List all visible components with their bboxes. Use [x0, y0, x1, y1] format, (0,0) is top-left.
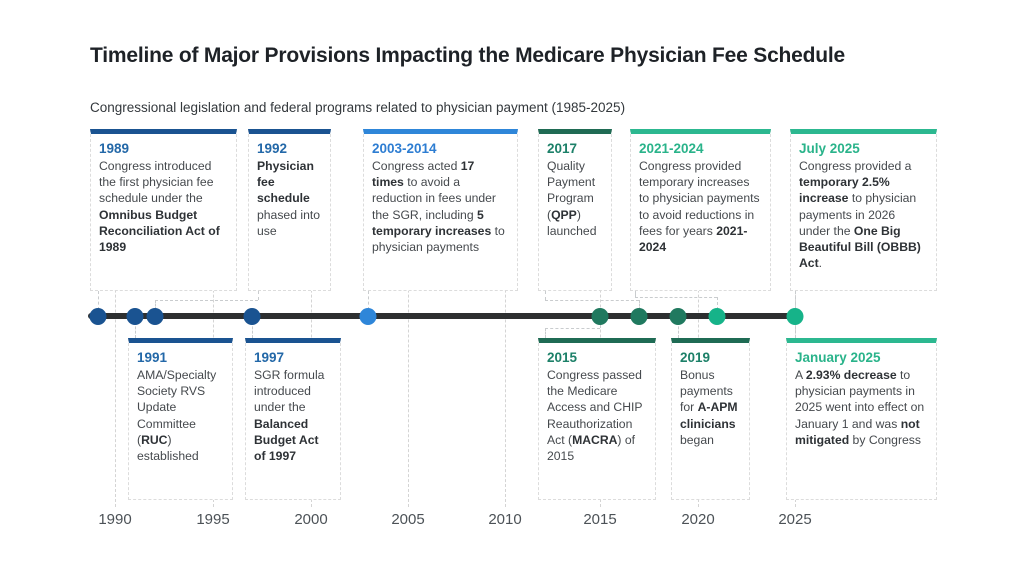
event-year-label: 1992: [257, 141, 288, 156]
connector-2017-drop: [545, 291, 546, 300]
event-year-label: 1997: [254, 350, 285, 365]
event-description: Congress provided a temporary 2.5% incre…: [799, 159, 921, 271]
gridline-2020: [698, 135, 699, 507]
event-card-july-2025: July 2025 Congress provided a temporary …: [790, 129, 937, 291]
event-year-label: 2015: [547, 350, 578, 365]
connector-2003: [368, 291, 369, 310]
event-card-2017: 2017 Quality Payment Program (QPP) launc…: [538, 129, 612, 291]
event-card-2019: 2019 Bonus payments for A-APM clinicians…: [671, 338, 750, 500]
axis-tick-2005: 2005: [391, 511, 425, 528]
axis-tick-2015: 2015: [583, 511, 617, 528]
event-year-label: 2017: [547, 141, 578, 156]
gridline-2010: [505, 135, 506, 507]
connector-2021-rise: [717, 297, 718, 310]
timeline-dot-2003: [359, 308, 377, 325]
axis-tick-1995: 1995: [196, 511, 230, 528]
connector-2017-rise: [639, 300, 640, 310]
connector-january-2025: [795, 322, 796, 338]
connector-2015-rise: [545, 328, 546, 338]
gridline-2000: [311, 135, 312, 507]
timeline-dot-1992: [146, 308, 164, 325]
event-card-january-2025: January 2025 A 2.93% decrease to physici…: [786, 338, 937, 500]
gridline-1990: [115, 135, 116, 507]
event-description: Physician fee schedule phased into use: [257, 159, 321, 238]
event-description: Congress introduced the first physician …: [99, 159, 220, 255]
event-description: Congress acted 17 times to avoid a reduc…: [372, 159, 505, 255]
event-card-2021-2024: 2021-2024 Congress provided temporary in…: [630, 129, 771, 291]
connector-2021-run: [635, 297, 717, 298]
connector-2019: [678, 322, 679, 338]
event-description: Quality Payment Program (QPP) launched: [547, 159, 597, 238]
timeline-dot-2025: [786, 308, 804, 325]
connector-2015-run: [545, 328, 600, 329]
timeline-dot-1997: [243, 308, 261, 325]
connector-2015-drop: [600, 322, 601, 328]
event-description: SGR formula introduced under the Balance…: [254, 368, 325, 464]
connector-1989: [98, 291, 99, 310]
connector-1997: [252, 322, 253, 338]
timeline-dot-2017: [630, 308, 648, 325]
connector-1991: [135, 322, 136, 338]
connector-1992-rise: [155, 300, 156, 310]
event-year-label: 1991: [137, 350, 168, 365]
gridline-2005: [408, 135, 409, 507]
event-year-label: January 2025: [795, 350, 881, 365]
timeline-axis-line: [88, 313, 800, 319]
connector-2021-drop: [635, 291, 636, 297]
timeline-dot-2021: [708, 308, 726, 325]
timeline-dot-2015: [591, 308, 609, 325]
event-year-label: 2019: [680, 350, 711, 365]
event-year-label: 2003-2014: [372, 141, 437, 156]
event-card-2003-2014: 2003-2014 Congress acted 17 times to avo…: [363, 129, 518, 291]
event-year-label: 1989: [99, 141, 130, 156]
page-title: Timeline of Major Provisions Impacting t…: [90, 44, 846, 67]
event-year-label: July 2025: [799, 141, 860, 156]
event-card-2015: 2015 Congress passed the Medicare Access…: [538, 338, 656, 500]
event-card-1989: 1989 Congress introduced the first physi…: [90, 129, 237, 291]
connector-1992-run: [155, 300, 258, 301]
event-description: Bonus payments for A-APM clinicians bega…: [680, 368, 738, 447]
axis-tick-2000: 2000: [294, 511, 328, 528]
connector-july-2025: [795, 291, 796, 310]
connector-1992-drop: [258, 291, 259, 300]
connector-2017-run: [545, 300, 639, 301]
event-description: Congress passed the Medicare Access and …: [547, 368, 643, 464]
event-card-1992: 1992 Physician fee schedule phased into …: [248, 129, 331, 291]
timeline-dot-1989: [89, 308, 107, 325]
timeline-dot-1991: [126, 308, 144, 325]
event-card-1991: 1991 AMA/Specialty Society RVS Update Co…: [128, 338, 233, 500]
event-description: A 2.93% decrease to physician payments i…: [795, 368, 925, 447]
page-subtitle: Congressional legislation and federal pr…: [90, 100, 626, 115]
event-description: Congress provided temporary increases to…: [639, 159, 760, 255]
event-year-label: 2021-2024: [639, 141, 704, 156]
axis-tick-2010: 2010: [488, 511, 522, 528]
event-card-1997: 1997 SGR formula introduced under the Ba…: [245, 338, 341, 500]
axis-tick-1990: 1990: [98, 511, 132, 528]
timeline-dot-2019: [669, 308, 687, 325]
gridline-1995: [213, 135, 214, 507]
axis-tick-2020: 2020: [681, 511, 715, 528]
event-description: AMA/Specialty Society RVS Update Committ…: [137, 368, 217, 464]
axis-tick-2025: 2025: [778, 511, 812, 528]
